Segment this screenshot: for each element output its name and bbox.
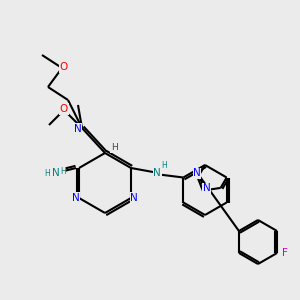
Text: H: H: [60, 167, 66, 176]
Text: H: H: [161, 161, 167, 170]
Text: N: N: [74, 124, 82, 134]
Text: H: H: [111, 143, 117, 152]
Text: N: N: [72, 193, 80, 203]
Text: N: N: [130, 193, 138, 203]
Text: N: N: [193, 168, 201, 178]
Text: N: N: [203, 183, 211, 193]
Text: H: H: [44, 169, 50, 178]
Text: O: O: [60, 62, 68, 72]
Text: N: N: [153, 168, 161, 178]
Text: F: F: [282, 248, 288, 258]
Text: O: O: [60, 104, 68, 114]
Text: N: N: [52, 168, 60, 178]
